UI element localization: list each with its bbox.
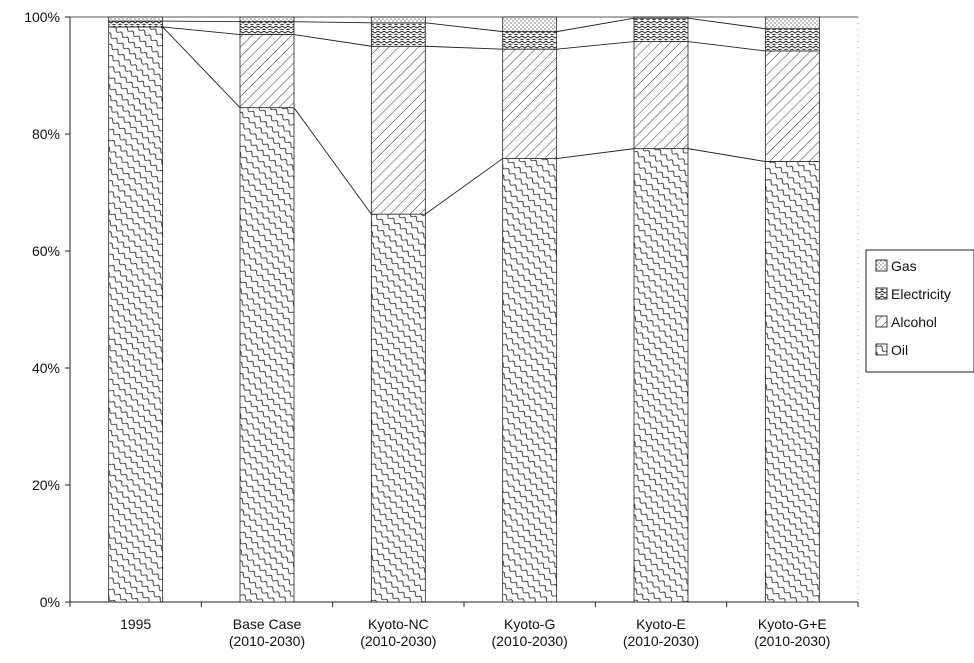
legend-swatch-alcohol [875, 315, 888, 328]
bar-oil [764, 161, 820, 603]
legend-swatch-electricity [875, 287, 888, 300]
bar-electricity [370, 22, 426, 47]
bar-alcohol [764, 50, 820, 162]
series-line-electricity [556, 17, 635, 33]
y-tick-label: 40% [32, 360, 60, 376]
series-line-oil [425, 158, 503, 215]
y-tick-label: 60% [32, 243, 60, 259]
series-line-electricity [293, 21, 372, 24]
y-tick-label: 100% [24, 9, 60, 25]
bar-gas [502, 16, 558, 33]
series-line-oil [687, 148, 766, 162]
bar-oil [633, 148, 689, 603]
y-tick-label: 20% [32, 477, 60, 493]
series-line-alcohol [425, 45, 503, 50]
series-line-electricity [425, 22, 503, 33]
bar-oil [108, 26, 164, 603]
legend-label-gas: Gas [891, 258, 917, 274]
x-tick-label: Kyoto-E (2010-2030) [623, 616, 699, 649]
bar-gas [108, 16, 164, 22]
series-line-oil [556, 148, 635, 160]
x-tick-label: Kyoto-G (2010-2030) [492, 616, 568, 649]
y-tick-label: 0% [40, 594, 60, 610]
bar-gas [239, 16, 295, 23]
bar-oil [502, 158, 558, 603]
y-tick-label: 80% [32, 126, 60, 142]
bar-oil [370, 213, 426, 603]
series-line-alcohol [556, 41, 635, 50]
series-line-alcohol [293, 34, 372, 47]
series-line-alcohol [162, 26, 241, 35]
x-tick-label: Kyoto-NC (2010-2030) [360, 616, 436, 649]
x-tick-label: Kyoto-G+E (2010-2030) [754, 616, 830, 649]
series-line-oil [293, 107, 372, 215]
bar-electricity [764, 28, 820, 52]
bar-alcohol [502, 48, 558, 159]
bar-alcohol [633, 41, 689, 150]
legend-swatch-oil [875, 343, 888, 356]
series-line-electricity [162, 20, 241, 23]
series-line-oil [162, 26, 241, 108]
bar-electricity [239, 21, 295, 35]
bar-oil [239, 107, 295, 603]
legend-label-electricity: Electricity [891, 286, 951, 302]
legend-label-oil: Oil [891, 342, 908, 358]
series-line-alcohol [687, 41, 766, 52]
bar-gas [370, 16, 426, 24]
series-line-electricity [687, 17, 766, 30]
bar-electricity [502, 31, 558, 50]
bar-gas [633, 16, 689, 19]
legend-swatch-gas [875, 259, 888, 272]
x-tick-label: Base Case (2010-2030) [229, 616, 305, 649]
bar-electricity [633, 17, 689, 42]
x-tick-label: 1995 [120, 616, 151, 632]
bar-electricity [108, 20, 164, 28]
bar-alcohol [370, 45, 426, 215]
bar-alcohol [239, 34, 295, 109]
legend-label-alcohol: Alcohol [891, 314, 937, 330]
bar-gas [764, 16, 820, 30]
